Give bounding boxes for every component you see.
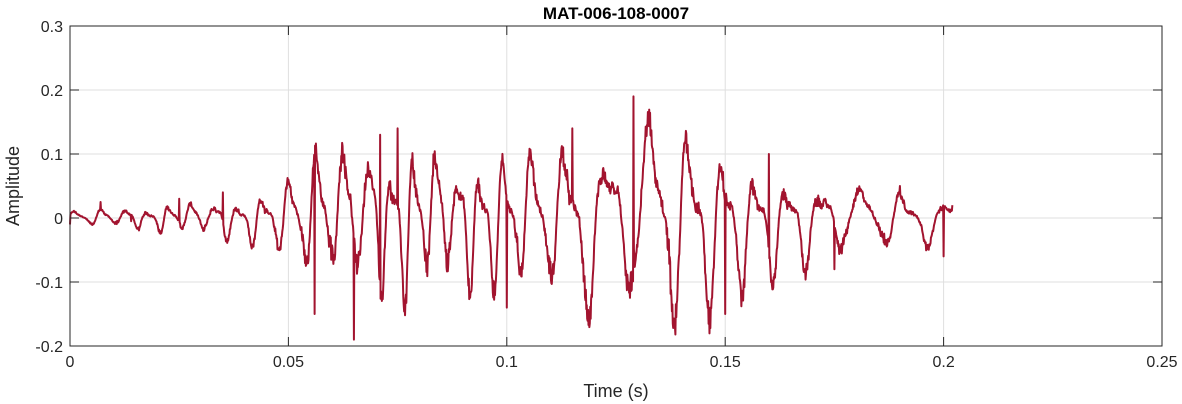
x-axis-label: Time (s) <box>583 381 648 401</box>
y-tick-label: 0 <box>54 211 63 228</box>
waveform-line <box>69 95 954 341</box>
y-axis-label: Amplitude <box>3 146 23 226</box>
grid-lines <box>70 26 1162 346</box>
x-tick-label: 0.05 <box>273 354 304 371</box>
y-axis-ticks: -0.2 -0.1 0 0.1 0.2 0.3 <box>35 19 1162 356</box>
x-axis-ticks: 0 0.05 0.1 0.15 0.2 0.25 <box>66 26 1178 371</box>
plot-background <box>70 26 1162 346</box>
y-tick-label: 0.1 <box>41 147 63 164</box>
x-tick-label: 0 <box>66 354 75 371</box>
y-tick-label: 0.2 <box>41 83 63 100</box>
x-tick-label: 0.15 <box>710 354 741 371</box>
x-tick-label: 0.1 <box>496 354 518 371</box>
y-tick-label: -0.2 <box>35 339 63 356</box>
chart-title: MAT-006-108-0007 <box>543 4 689 23</box>
x-tick-label: 0.25 <box>1146 354 1177 371</box>
y-tick-label: 0.3 <box>41 19 63 36</box>
series-layer <box>69 95 954 341</box>
y-tick-label: -0.1 <box>35 275 63 292</box>
x-tick-label: 0.2 <box>932 354 954 371</box>
plot-frame <box>69 25 1163 347</box>
